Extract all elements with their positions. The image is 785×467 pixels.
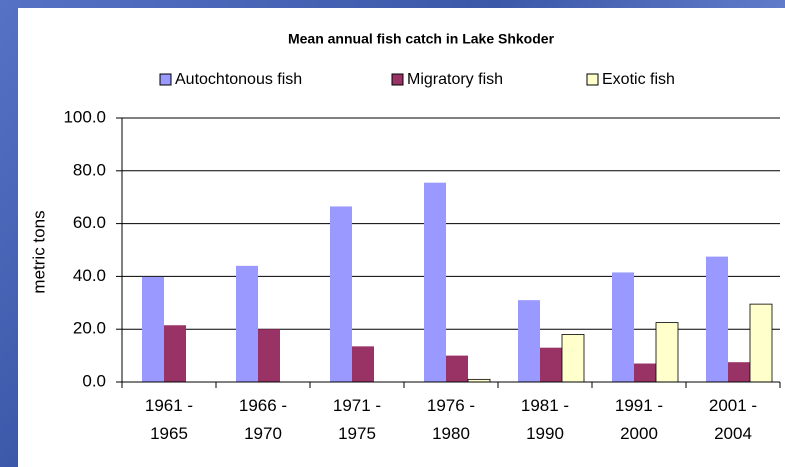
bar xyxy=(612,272,634,382)
y-tick-label: 0.0 xyxy=(82,371,106,390)
chart-title: Mean annual fish catch in Lake Shkoder xyxy=(288,31,555,47)
legend-label: Exotic fish xyxy=(602,71,675,88)
legend-swatch xyxy=(586,73,599,86)
y-tick-label: 40.0 xyxy=(73,266,106,285)
legend-label: Autochtonous fish xyxy=(175,71,302,88)
bar xyxy=(634,363,656,382)
y-tick-label: 100.0 xyxy=(63,107,106,126)
x-tick-label: 2001 - 2004 xyxy=(708,396,758,443)
bar xyxy=(540,347,562,382)
bar xyxy=(706,256,728,382)
bar xyxy=(561,334,585,383)
bar xyxy=(446,355,468,382)
bar xyxy=(142,276,164,382)
bar xyxy=(728,362,750,382)
x-tick-label: 1971 - 1975 xyxy=(332,396,382,443)
x-tick-label: 1966 - 1970 xyxy=(238,396,288,443)
x-tick-label: 1991 - 2000 xyxy=(614,396,664,443)
y-tick-label: 80.0 xyxy=(73,160,106,179)
legend-label: Migratory fish xyxy=(407,71,503,88)
bar xyxy=(330,206,352,382)
bar xyxy=(518,300,540,382)
bar xyxy=(655,322,679,383)
bar xyxy=(749,303,773,383)
bar xyxy=(164,325,186,382)
bar xyxy=(352,346,374,382)
legend-swatch xyxy=(391,73,404,86)
legend-swatch xyxy=(159,73,172,86)
bar xyxy=(424,182,446,382)
bar xyxy=(236,265,258,382)
bar xyxy=(258,329,280,382)
x-tick-label: 1976 - 1980 xyxy=(426,396,476,443)
y-tick-label: 20.0 xyxy=(73,319,106,338)
x-tick-label: 1961 - 1965 xyxy=(144,396,194,443)
y-axis-label: metric tons xyxy=(29,210,48,293)
x-tick-label: 1981 - 1990 xyxy=(520,396,570,443)
y-tick-label: 60.0 xyxy=(73,213,106,232)
